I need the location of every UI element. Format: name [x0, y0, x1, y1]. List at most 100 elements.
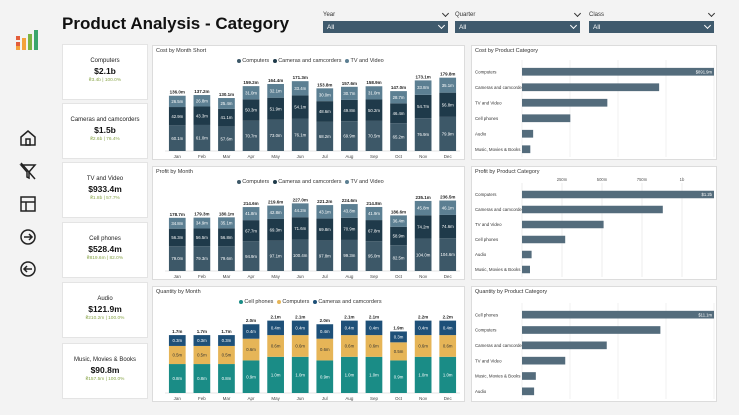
x-tick-label: Oct [395, 396, 403, 401]
data-label: 100.4m [293, 253, 308, 258]
kpi-card-music[interactable]: Music, Movies & Books $90.8m ₴157.5m | 1… [62, 343, 148, 399]
legend-dot [345, 58, 350, 63]
data-label: 35.1m [442, 83, 454, 88]
x-tick-label: Jul [322, 396, 328, 401]
legend-dot [313, 299, 318, 304]
bar-segment [365, 335, 383, 357]
total-label: 221.2m [317, 199, 332, 204]
total-label: 2.0m [246, 318, 256, 323]
bar-segment [291, 95, 309, 119]
class-dropdown[interactable]: All [589, 21, 714, 33]
data-label: 0.4m [369, 325, 379, 330]
year-slicer-label: Year [323, 12, 336, 18]
data-label: 0.6m [443, 344, 453, 349]
class-slicer[interactable]: Class All [589, 9, 716, 33]
kpi-card-cellphones[interactable]: Cell phones $528.4m ₴819.6m | 82.0% [62, 222, 148, 278]
y-tick-label: Computers [475, 69, 497, 74]
x-tick-label: May [271, 154, 280, 159]
home-icon[interactable] [18, 128, 38, 148]
total-label: 159.2m [243, 80, 258, 85]
profit-by-month-chart[interactable]: Profit by Month Computers Cameras and cam… [152, 166, 465, 280]
data-label: 0.8m [173, 376, 183, 381]
chevron-down-icon[interactable] [573, 9, 582, 18]
bar-segment [341, 204, 358, 218]
data-label: $1.2b [702, 192, 713, 197]
bar [522, 114, 571, 123]
cost-by-month-chart[interactable]: Cost by Month Short Computers Cameras and… [152, 45, 465, 160]
bar-segment [390, 103, 407, 124]
bar-segment [390, 91, 407, 104]
bar-segment [168, 345, 186, 365]
bar-segment [193, 246, 211, 271]
data-label: 79.6m [220, 256, 232, 261]
bar [522, 235, 566, 244]
data-label: 31.0m [368, 90, 380, 95]
kpi-card-cameras[interactable]: Cameras and camcorders $1.5b ₴2.6b | 76.… [62, 103, 148, 159]
legend-label: Cameras and camcorders [278, 179, 342, 185]
bar [522, 250, 532, 259]
data-label: 95.0m [368, 254, 380, 259]
total-label: 173.1m [415, 74, 430, 79]
clear-filter-icon[interactable] [18, 161, 38, 181]
chevron-down-icon[interactable] [441, 9, 450, 18]
kpi-card-computers[interactable]: Computers $2.1b ₴3.4b | 100.0% [62, 44, 148, 100]
forward-icon[interactable] [18, 227, 38, 247]
table-icon[interactable] [18, 194, 38, 214]
bar-segment [242, 86, 260, 100]
bar [522, 372, 536, 380]
bar-segment [218, 345, 235, 365]
total-label: 2.1m [344, 315, 354, 320]
total-label: 2.1m [369, 315, 379, 320]
bar-segment [267, 240, 284, 271]
legend-label: TV and Video [350, 58, 384, 64]
data-label: 69.8m [319, 227, 331, 232]
bar-segment [267, 335, 284, 357]
kpi-value: $933.4m [88, 184, 122, 194]
data-label: 0.6m [418, 344, 428, 349]
bar [522, 205, 663, 214]
y-tick-label: Cell phones [475, 237, 499, 242]
cost-by-category-chart[interactable]: Cost by Product Category Computers $891.9… [471, 45, 717, 160]
chevron-down-icon [437, 21, 446, 30]
data-label: 42.9m [171, 114, 183, 119]
quarter-dropdown[interactable]: All [455, 21, 580, 33]
x-tick-label: Aug [345, 274, 354, 279]
class-value: All [593, 23, 601, 31]
year-slicer[interactable]: Year All [323, 9, 450, 33]
data-label: 99.3m [343, 253, 355, 258]
kpi-name: Computers [90, 58, 120, 64]
year-dropdown[interactable]: All [323, 21, 448, 33]
legend-dot [237, 58, 242, 63]
chevron-down-icon[interactable] [707, 9, 716, 18]
data-label: 61.0m [196, 136, 208, 141]
bar-segment [341, 239, 358, 271]
y-tick-label: Cameras and camcorders [475, 343, 526, 348]
total-label: 2.2m [443, 315, 453, 320]
back-icon[interactable] [18, 259, 38, 279]
total-label: 1.7m [197, 329, 207, 334]
profit-by-category-chart[interactable]: Profit by Product Category 250m 500m 750m 1… [471, 166, 717, 280]
total-label: 1.7m [172, 329, 182, 334]
total-label: 214.6m [243, 201, 258, 206]
x-tick-label: Jan [174, 274, 182, 279]
quarter-slicer[interactable]: Quarter All [455, 9, 582, 33]
bar-segment [291, 356, 309, 393]
bar-segment [242, 207, 260, 221]
x-tick-label: Feb [198, 396, 206, 401]
bar [522, 67, 714, 76]
bar-segment [242, 360, 260, 393]
quantity-by-category-chart[interactable]: Quantity by Product Category Cell phones… [471, 286, 717, 402]
data-label: 0.9m [320, 374, 330, 379]
data-label: 69.3m [270, 227, 282, 232]
quantity-by-month-chart[interactable]: Quantity by Month Cell phones Computers Ca… [152, 286, 465, 402]
bar-segment [168, 228, 186, 247]
bar-segment [316, 360, 334, 393]
data-label: 97.8m [319, 253, 331, 258]
bar-segment [390, 226, 407, 246]
kpi-card-tv[interactable]: TV and Video $933.4m ₴1.8b | 57.7% [62, 162, 148, 218]
data-label: 50.2m [368, 108, 380, 113]
data-label: 79.0m [171, 256, 183, 261]
data-label: 0.4m [443, 325, 453, 330]
kpi-card-audio[interactable]: Audio $121.9m ₴210.2m | 100.0% [62, 282, 148, 338]
bar [522, 83, 660, 92]
